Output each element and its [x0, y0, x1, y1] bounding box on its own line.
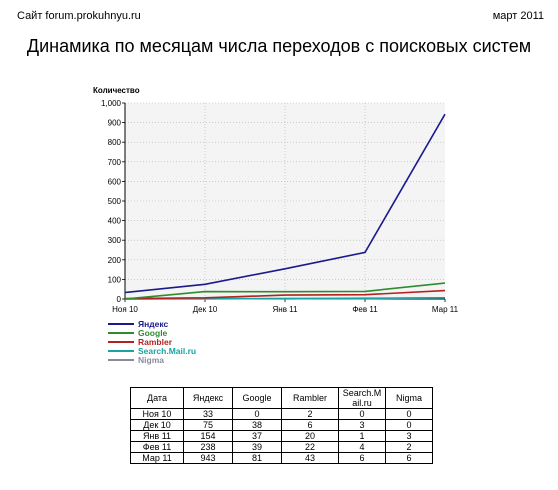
y-tick-label: 300: [108, 236, 122, 245]
table-cell: Янв 11: [130, 430, 184, 442]
table-header-cell: Google: [232, 387, 282, 409]
series-line: [124, 113, 446, 294]
table-cell: 0: [385, 408, 433, 420]
data-table: Дата Яндекс Google Rambler Search.Mail.ru Nig…: [130, 387, 433, 464]
table-body: Ноя 10 33 0 2 0 0 Дек 10 75 38 6 3 0 Янв 11 154 37 20 1 3…: [130, 408, 433, 464]
x-tick-label: Дек 10: [193, 305, 218, 314]
y-tick-label: 600: [108, 177, 122, 186]
table-cell: 2: [385, 441, 433, 453]
series-line: [124, 289, 446, 300]
table-cell: 22: [281, 441, 339, 453]
table-cell: 0: [232, 408, 282, 420]
y-tick-label: 1,000: [101, 99, 122, 108]
table-cell: 20: [281, 430, 339, 442]
table-cell: 2: [281, 408, 339, 420]
table-cell: 6: [338, 452, 386, 464]
y-axis-label: Количество: [93, 86, 140, 95]
table-cell: 6: [281, 419, 339, 431]
table-cell: Фев 11: [130, 441, 184, 453]
table-cell: 154: [183, 430, 233, 442]
y-tick-label: 0: [117, 295, 122, 304]
table-cell: 238: [183, 441, 233, 453]
y-tick-label: 500: [108, 197, 122, 206]
table-header-row: Дата Яндекс Google Rambler Search.Mail.ru Nig…: [130, 387, 433, 409]
report-date: март 2011: [492, 10, 544, 22]
table-cell: 0: [385, 419, 433, 431]
x-tick-label: Фев 11: [352, 305, 378, 314]
table-cell: Мар 11: [130, 452, 184, 464]
table-header-cell: Яндекс: [183, 387, 233, 409]
legend-label: Nigma: [138, 355, 164, 365]
page-title: Динамика по месяцам числа переходов с по…: [26, 36, 532, 56]
y-tick-label: 100: [108, 275, 122, 284]
table-row: Мар 11 943 81 43 6 6: [130, 452, 433, 464]
table-row: Дек 10 75 38 6 3 0: [130, 419, 433, 431]
legend-label: Яндекс: [138, 319, 169, 329]
table-cell: 0: [338, 408, 386, 420]
table-cell: 39: [232, 441, 282, 453]
line-chart: 0 100 200 300 400 500 600 700 800 900 1,000 Ноя 10 Д…: [93, 86, 459, 365]
table-cell: 6: [385, 452, 433, 464]
table-cell: 4: [338, 441, 386, 453]
legend-label: Google: [138, 328, 168, 338]
x-tick-label: Янв 11: [273, 305, 299, 314]
y-tick-label: 200: [108, 256, 122, 265]
series-line: [124, 282, 446, 300]
table-cell: Ноя 10: [130, 408, 184, 420]
table-cell: 3: [385, 430, 433, 442]
y-tick-label: 800: [108, 138, 122, 147]
y-tick-label: 700: [108, 158, 122, 167]
table-cell: 37: [232, 430, 282, 442]
table-cell: 43: [281, 452, 339, 464]
table-cell: 1: [338, 430, 386, 442]
table-cell: 33: [183, 408, 233, 420]
table-row: Фев 11 238 39 22 4 2: [130, 441, 433, 453]
table-row: Ноя 10 33 0 2 0 0: [130, 408, 433, 420]
legend-label: Rambler: [138, 337, 173, 347]
table-row: Янв 11 154 37 20 1 3: [130, 430, 433, 442]
table-cell: Дек 10: [130, 419, 184, 431]
table-cell: 3: [338, 419, 386, 431]
table-header-cell: Nigma: [385, 387, 433, 409]
table-header-cell: Rambler: [281, 387, 339, 409]
table-header-cell: Дата: [130, 387, 184, 409]
legend-label: Search.Mail.ru: [138, 346, 196, 356]
table-cell: 81: [232, 452, 282, 464]
site-name: Сайт forum.prokuhnyu.ru: [17, 10, 141, 22]
table-header-cell: Search.Mail.ru: [338, 387, 386, 409]
y-tick-label: 900: [108, 119, 122, 128]
table-cell: 75: [183, 419, 233, 431]
table-cell: 943: [183, 452, 233, 464]
y-tick-label: 400: [108, 217, 122, 226]
x-tick-label: Мар 11: [432, 305, 459, 314]
table-cell: 38: [232, 419, 282, 431]
x-tick-label: Ноя 10: [112, 305, 138, 314]
